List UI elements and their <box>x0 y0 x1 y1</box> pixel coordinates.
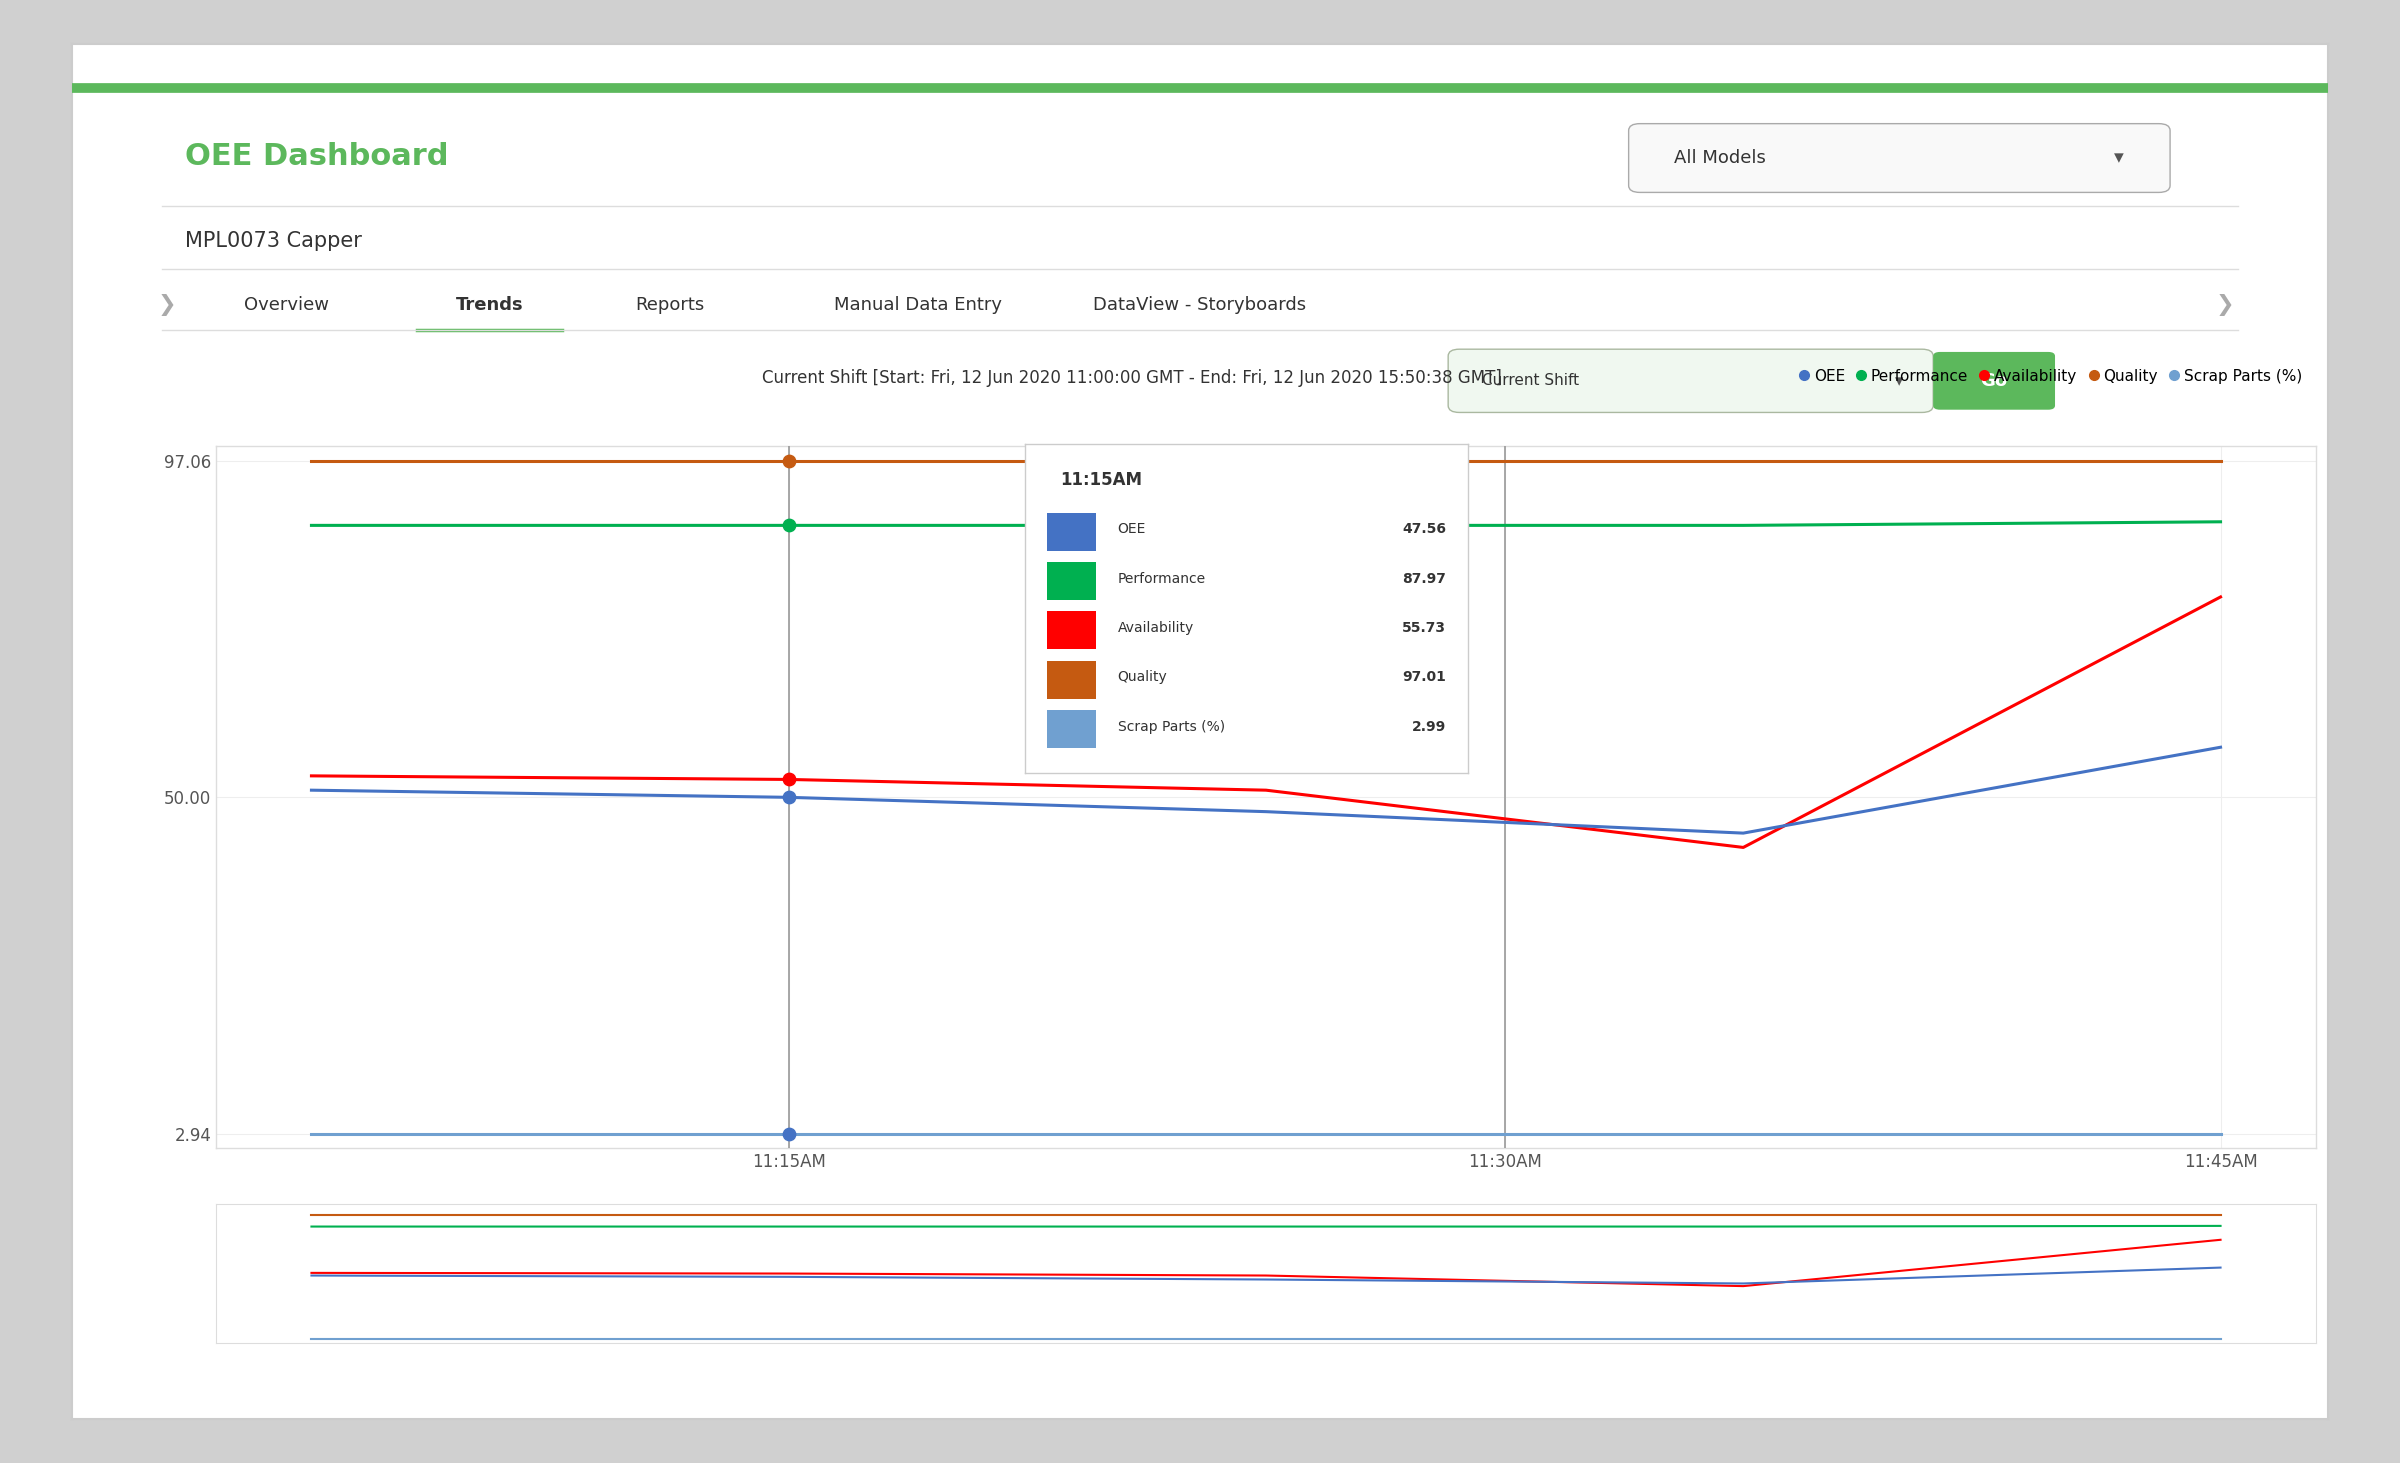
Text: Overview: Overview <box>245 296 329 315</box>
FancyBboxPatch shape <box>1630 124 2170 193</box>
Text: Scrap Parts (%): Scrap Parts (%) <box>1118 720 1224 733</box>
Text: Manual Data Entry: Manual Data Entry <box>835 296 1003 315</box>
Text: ▾: ▾ <box>2114 149 2124 168</box>
Bar <box>1046 562 1094 600</box>
Text: Current Shift [Start: Fri, 12 Jun 2020 11:00:00 GMT - End: Fri, 12 Jun 2020 15:5: Current Shift [Start: Fri, 12 Jun 2020 1… <box>763 369 1502 388</box>
Text: All Models: All Models <box>1673 149 1766 167</box>
Text: 97.01: 97.01 <box>1402 670 1447 685</box>
Bar <box>1046 661 1094 699</box>
Text: OEE Dashboard: OEE Dashboard <box>185 142 449 171</box>
Text: Performance: Performance <box>1118 572 1205 585</box>
Text: Quality: Quality <box>1118 670 1166 685</box>
Text: Availability: Availability <box>1118 620 1193 635</box>
Text: ❯: ❯ <box>2215 294 2234 316</box>
Point <box>770 786 809 809</box>
Point <box>770 514 809 537</box>
Text: 55.73: 55.73 <box>1402 620 1447 635</box>
FancyBboxPatch shape <box>1934 353 2054 410</box>
Text: 2.99: 2.99 <box>1411 720 1447 733</box>
Bar <box>1046 512 1094 550</box>
Text: Reports: Reports <box>636 296 706 315</box>
Point <box>770 768 809 791</box>
Text: 87.97: 87.97 <box>1402 572 1447 585</box>
Legend: OEE, Performance, Availability, Quality, Scrap Parts (%): OEE, Performance, Availability, Quality,… <box>1793 363 2309 389</box>
Text: MPL0073 Capper: MPL0073 Capper <box>185 231 362 250</box>
Text: 11:15AM: 11:15AM <box>1061 471 1142 489</box>
Point <box>770 449 809 473</box>
Text: 47.56: 47.56 <box>1402 522 1447 535</box>
Bar <box>1046 612 1094 650</box>
Bar <box>1046 710 1094 748</box>
Point <box>770 1122 809 1146</box>
Text: OEE: OEE <box>1118 522 1147 535</box>
Text: Current Shift: Current Shift <box>1483 373 1579 388</box>
Text: Go: Go <box>1980 372 2009 389</box>
Text: DataView - Storyboards: DataView - Storyboards <box>1094 296 1306 315</box>
FancyBboxPatch shape <box>1447 350 1934 413</box>
Text: ▾: ▾ <box>1896 372 1903 389</box>
Text: Trends: Trends <box>456 296 523 315</box>
Text: ❯: ❯ <box>158 294 175 316</box>
